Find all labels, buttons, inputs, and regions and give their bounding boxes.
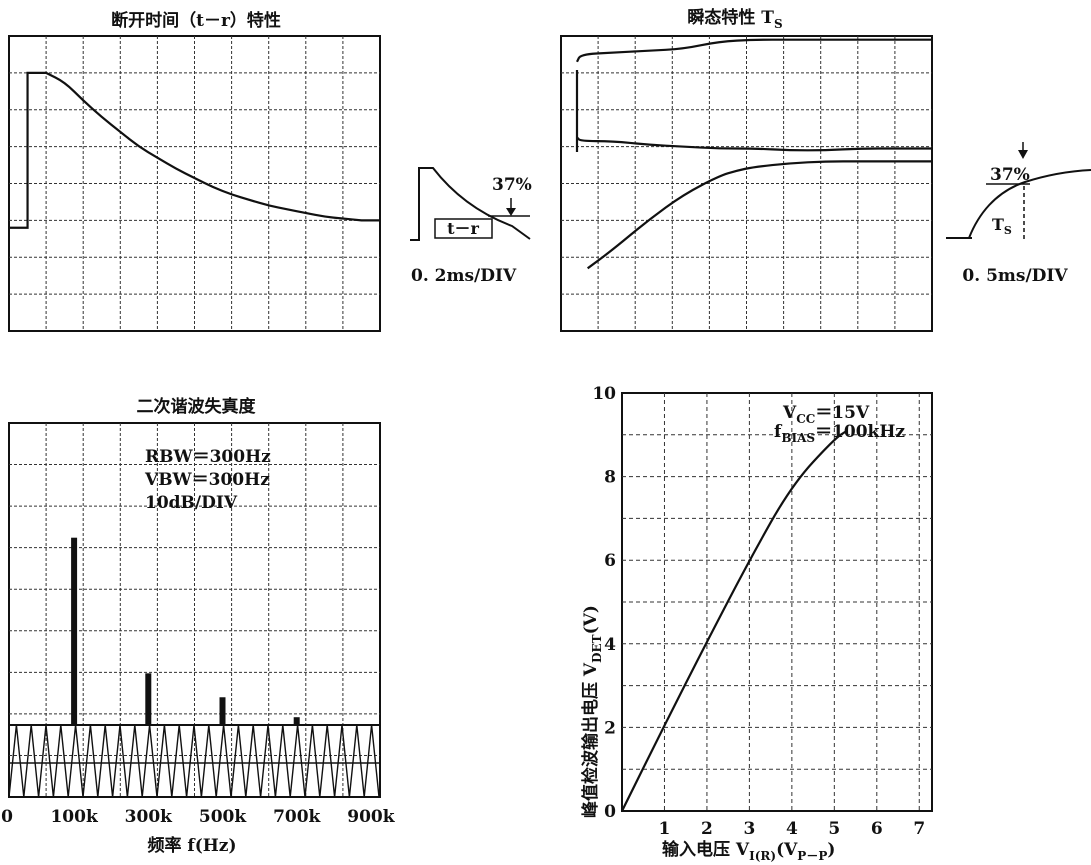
turn-off-inset-pulse xyxy=(410,167,531,241)
spectrum-title: 二次谐波失真度 xyxy=(137,396,257,417)
transient-title: 瞬态特性 TS xyxy=(687,7,782,31)
detector-x-label: 输入电压 VI(R)(VP－P) xyxy=(662,839,835,863)
detector-x-tick-label: 2 xyxy=(701,819,713,839)
spectrum-peak-bar xyxy=(145,673,152,725)
turn-off-scale: 0. 2ms/DIV xyxy=(411,266,517,286)
detector-x-tick-label: 1 xyxy=(659,819,671,839)
spectrum-grid xyxy=(9,423,380,797)
spectrum-peak-bar xyxy=(219,697,226,725)
spectrum-noise-floor xyxy=(8,724,380,798)
transient-trace-upper xyxy=(576,38,932,63)
transient-trace-lower xyxy=(586,160,932,270)
detector-y-tick-label: 4 xyxy=(604,635,616,655)
spectrum-x-tick-label: 900k xyxy=(347,807,395,827)
transient-scale: 0. 5ms/DIV xyxy=(962,266,1068,286)
detector-x-tick-label: 7 xyxy=(913,819,925,839)
transient-inset-tag: TS xyxy=(992,215,1012,237)
detector-legend-fbias: fBIAS＝100kHz xyxy=(774,422,905,445)
turn-off-inset: 37% t－r 0. 2ms/DIV xyxy=(410,167,532,286)
transient-trace-middle xyxy=(576,136,932,152)
detector-x-tick-label: 6 xyxy=(871,819,883,839)
spectrum-x-tick-label: 300k xyxy=(125,807,173,827)
spectrum-x-label: 频率 f(Hz) xyxy=(147,835,236,856)
spectrum-annotation-rbw: RBW＝300Hz xyxy=(145,447,271,467)
turn-off-trace xyxy=(9,71,380,229)
detector-curve xyxy=(621,429,848,812)
transient-inset-arrowhead xyxy=(1018,150,1028,159)
spectrum-peak-bar xyxy=(293,717,300,725)
transient-inset-rise xyxy=(968,169,1091,239)
detector-y-tick-label: 10 xyxy=(592,384,616,404)
spectrum-x-tick-label: 0 xyxy=(1,807,13,827)
detector-x-tick-label: 3 xyxy=(743,819,755,839)
turn-off-inset-bracket: t－r xyxy=(447,219,479,238)
detector-y-tick-label: 2 xyxy=(604,718,616,738)
turn-off-grid xyxy=(9,36,380,331)
spectrum-x-tick-label: 100k xyxy=(50,807,98,827)
transient-inset-percent: 37% xyxy=(990,165,1030,185)
detector-x-tick-label: 4 xyxy=(786,819,798,839)
spectrum-x-tick-label: 500k xyxy=(199,807,247,827)
panel-transient: 瞬态特性 TS xyxy=(560,7,933,332)
turn-off-inset-arrowhead xyxy=(506,208,516,216)
detector-y-tick-label: 0 xyxy=(604,802,616,822)
panel-spectrum: 二次谐波失真度 RBW＝300Hz VBW＝300Hz 10dB/DIV 0 10… xyxy=(1,396,396,856)
detector-grid xyxy=(622,393,932,811)
detector-y-label: 峰值检波输出电压 VDET(V) xyxy=(580,605,604,818)
turn-off-title: 断开时间（t－r）特性 xyxy=(111,10,281,31)
spectrum-annotation-scale: 10dB/DIV xyxy=(145,493,238,513)
spectrum-x-tick-label: 700k xyxy=(273,807,321,827)
spectrum-peak-bar xyxy=(71,537,78,725)
detector-x-tick-label: 5 xyxy=(828,819,840,839)
transient-grid xyxy=(561,36,932,331)
spectrum-x-ticks: 0 100k 300k 500k 700k 900k xyxy=(1,807,396,827)
transient-inset: 37% TS 0. 5ms/DIV xyxy=(946,142,1091,286)
detector-y-tick-label: 8 xyxy=(604,468,616,488)
turn-off-inset-bracket-box xyxy=(434,218,493,239)
detector-y-tick-label: 6 xyxy=(604,551,616,571)
detector-x-ticks: 1 2 3 4 5 6 7 xyxy=(659,819,926,839)
detector-y-ticks: 0 2 4 6 8 10 xyxy=(592,384,616,822)
spectrum-peaks xyxy=(71,537,300,725)
turn-off-inset-percent: 37% xyxy=(492,175,532,195)
spectrum-annotation-vbw: VBW＝300Hz xyxy=(144,470,270,490)
panel-turn-off: 断开时间（t－r）特性 xyxy=(8,10,381,332)
detector-legend-vcc: VCC＝15V xyxy=(782,403,870,426)
